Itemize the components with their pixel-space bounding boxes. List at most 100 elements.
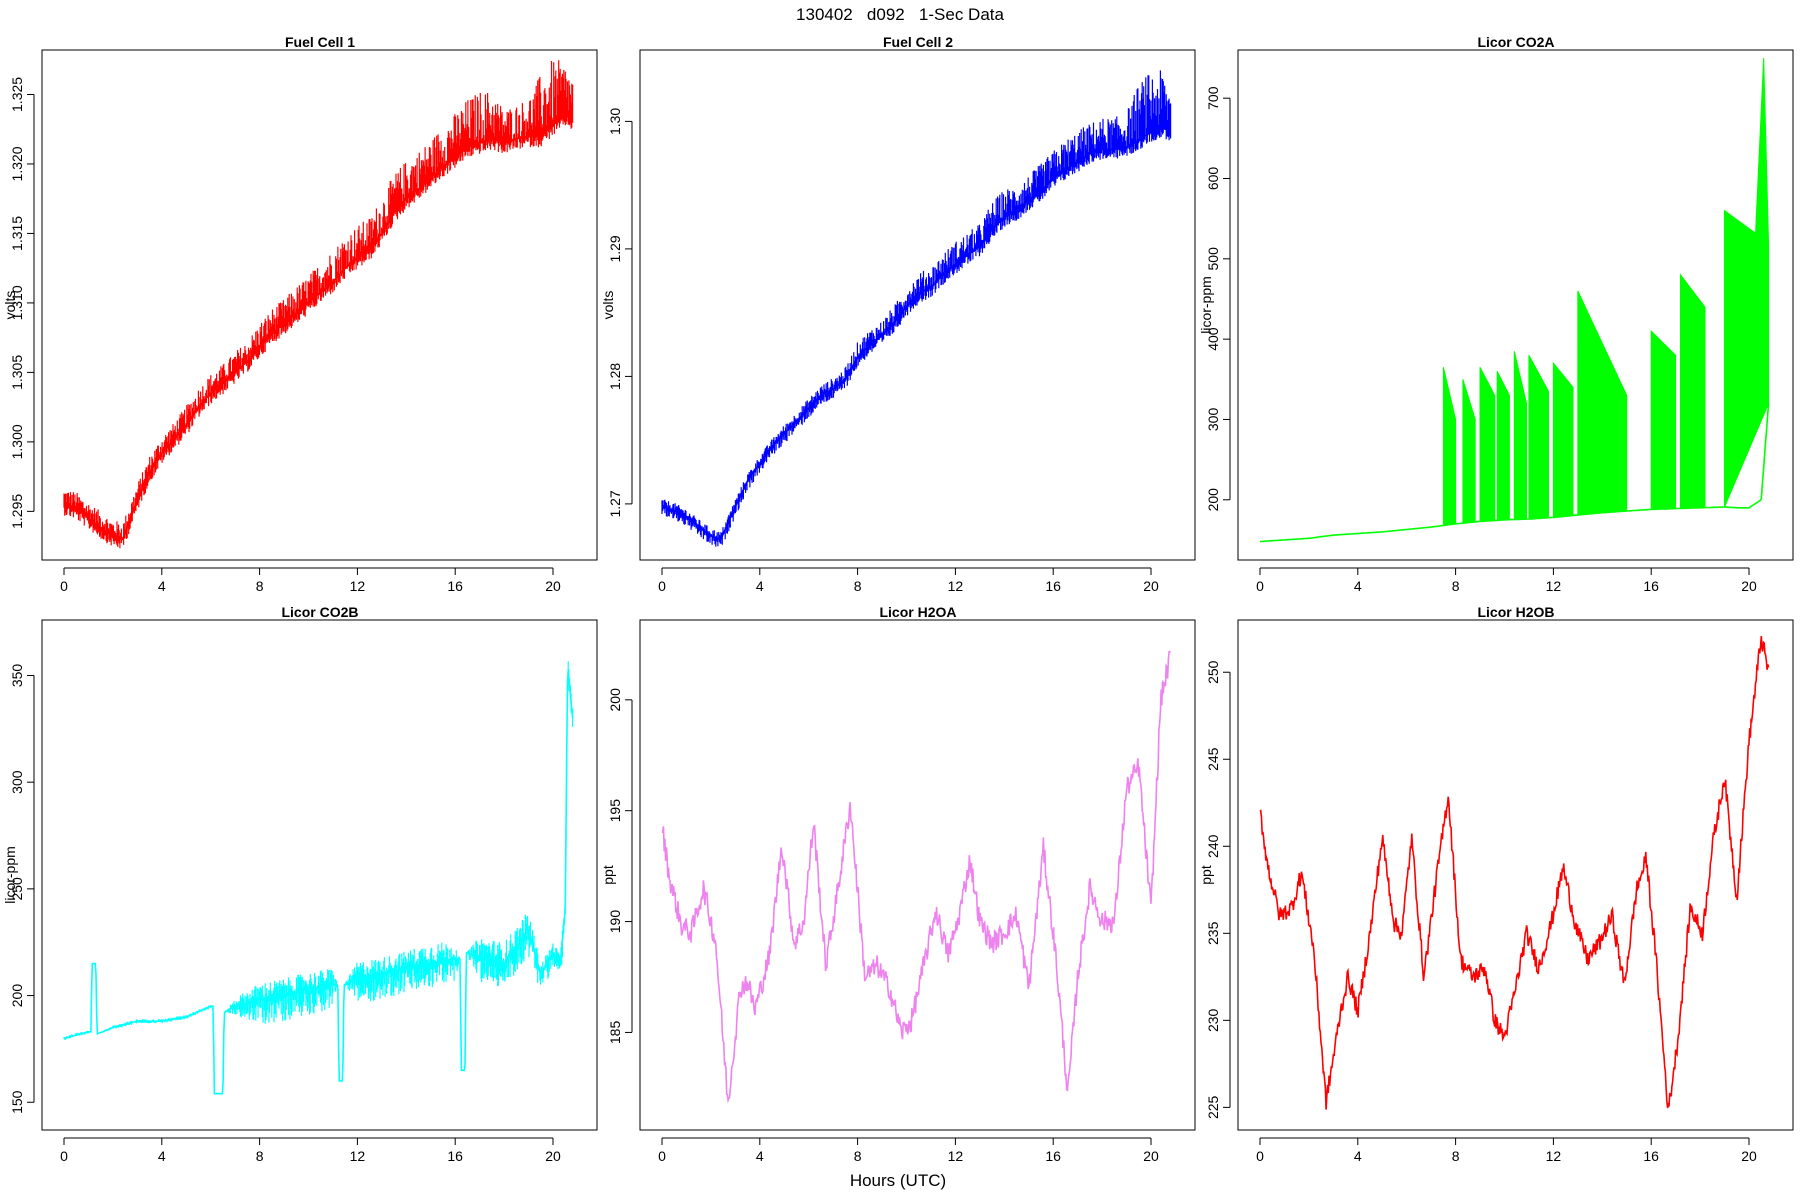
x-tick-label: 12: [1546, 1148, 1562, 1164]
x-tick-label: 16: [1045, 1148, 1061, 1164]
plot-frame: [41, 619, 598, 1131]
y-tick-label: 1.300: [9, 424, 25, 459]
x-tick-label: 16: [1643, 578, 1659, 594]
x-tick-label: 8: [854, 1148, 862, 1164]
x-tick-label: 8: [1452, 1148, 1460, 1164]
series-noise: [63, 661, 574, 1040]
y-tick-label: 400: [1205, 327, 1221, 351]
plot-frame: [1237, 619, 1794, 1131]
panel-fuel-cell-2: Fuel Cell 2 volts 0 4 8 12 16 20 1.27 1.28 1.29 1…: [600, 34, 1196, 594]
y-tick-label: 200: [1205, 488, 1221, 512]
panel-licor-h2oa: Licor H2OA ppt 0 4 8 12 16 20 185 190 195 200: [600, 604, 1196, 1164]
y-axis-label: ppt: [1198, 865, 1214, 885]
y-tick-label: 1.305: [9, 355, 25, 390]
x-tick-label: 8: [256, 578, 264, 594]
panel-title: Licor CO2B: [281, 604, 358, 620]
y-tick-label: 195: [607, 799, 623, 823]
x-tick-label: 16: [1643, 1148, 1659, 1164]
x-tick-label: 4: [1354, 578, 1362, 594]
panel-title: Licor CO2A: [1477, 34, 1554, 50]
x-tick-label: 20: [1143, 1148, 1159, 1164]
panel-title: Fuel Cell 2: [883, 34, 953, 50]
panel-title: Fuel Cell 1: [285, 34, 355, 50]
x-tick-label: 0: [60, 1148, 68, 1164]
x-tick-label: 12: [948, 1148, 964, 1164]
panel-title: Licor H2OB: [1477, 604, 1554, 620]
y-tick-label: 1.295: [9, 494, 25, 529]
x-tick-label: 20: [1741, 578, 1757, 594]
y-tick-label: 200: [9, 984, 25, 1008]
y-axis-label: licor-ppm: [2, 846, 18, 904]
x-tick-label: 16: [447, 578, 463, 594]
panel-licor-h2ob: Licor H2OB ppt 0 4 8 12 16 20 225 230 235 240 245 2…: [1198, 604, 1794, 1164]
y-tick-label: 1.315: [9, 216, 25, 251]
x-axis-label: Hours (UTC): [850, 1171, 946, 1190]
y-tick-label: 200: [607, 688, 623, 712]
panel-licor-co2b: Licor CO2B licor-ppm 0 4 8 12 16 20 150 200 250 3…: [2, 604, 598, 1164]
x-tick-label: 12: [350, 1148, 366, 1164]
y-tick-label: 190: [607, 910, 623, 934]
series-burst: [1528, 354, 1549, 520]
y-tick-label: 185: [607, 1021, 623, 1045]
x-tick-label: 8: [1452, 578, 1460, 594]
x-tick-label: 0: [1256, 1148, 1264, 1164]
plot-frame: [41, 49, 598, 561]
x-tick-label: 20: [545, 1148, 561, 1164]
x-tick-label: 20: [1741, 1148, 1757, 1164]
plot-frame: [639, 619, 1196, 1131]
series-line: [661, 650, 1171, 1104]
y-axis-label: volts: [2, 291, 18, 320]
y-tick-label: 500: [1205, 247, 1221, 271]
series-burst: [1513, 351, 1527, 521]
y-tick-label: 150: [9, 1090, 25, 1114]
y-tick-label: 1.310: [9, 285, 25, 320]
panel-title: Licor H2OA: [879, 604, 956, 620]
y-tick-label: 300: [9, 770, 25, 794]
series-line: [1259, 636, 1770, 1110]
series-burst: [1479, 366, 1496, 522]
y-tick-label: 1.27: [607, 490, 623, 517]
x-tick-label: 4: [158, 578, 166, 594]
x-tick-label: 4: [1354, 1148, 1362, 1164]
series-burst: [1577, 290, 1628, 516]
x-tick-label: 0: [1256, 578, 1264, 594]
panel-licor-co2a: Licor CO2A licor-ppm 0 4 8 12 16 20 200 300 400 5…: [1198, 34, 1794, 594]
y-tick-label: 250: [1205, 660, 1221, 684]
series-line: [63, 114, 573, 540]
y-tick-label: 235: [1205, 921, 1221, 945]
y-tick-label: 250: [9, 877, 25, 901]
series-burst: [1724, 209, 1770, 508]
series-burst: [1442, 367, 1457, 527]
x-tick-label: 0: [658, 1148, 666, 1164]
plot-frame: [1237, 49, 1794, 561]
figure-title: 130402 d092 1-Sec Data: [796, 5, 1004, 24]
y-tick-label: 1.29: [607, 235, 623, 262]
y-tick-label: 700: [1205, 86, 1221, 110]
x-tick-label: 16: [1045, 578, 1061, 594]
series-burst: [1552, 361, 1574, 518]
series-line: [63, 670, 574, 1095]
series-line: [661, 126, 1171, 541]
x-tick-label: 0: [658, 578, 666, 594]
x-tick-label: 8: [854, 578, 862, 594]
y-tick-label: 230: [1205, 1008, 1221, 1032]
series-line: [1260, 403, 1770, 543]
y-tick-label: 240: [1205, 834, 1221, 858]
x-tick-label: 4: [756, 1148, 764, 1164]
x-tick-label: 12: [350, 578, 366, 594]
series-burst: [1680, 273, 1706, 509]
y-tick-label: 600: [1205, 167, 1221, 191]
y-axis-label: volts: [600, 291, 616, 320]
y-tick-label: 1.325: [9, 77, 25, 112]
x-tick-label: 12: [948, 578, 964, 594]
series-burst: [1650, 329, 1677, 510]
y-axis-label: licor-ppm: [1198, 276, 1214, 334]
series-noise: [63, 60, 574, 549]
y-tick-label: 300: [1205, 408, 1221, 432]
plot-frame: [639, 49, 1196, 561]
x-tick-label: 16: [447, 1148, 463, 1164]
x-tick-label: 8: [256, 1148, 264, 1164]
x-tick-label: 12: [1546, 578, 1562, 594]
x-tick-label: 4: [756, 578, 764, 594]
series-burst: [1462, 379, 1476, 524]
